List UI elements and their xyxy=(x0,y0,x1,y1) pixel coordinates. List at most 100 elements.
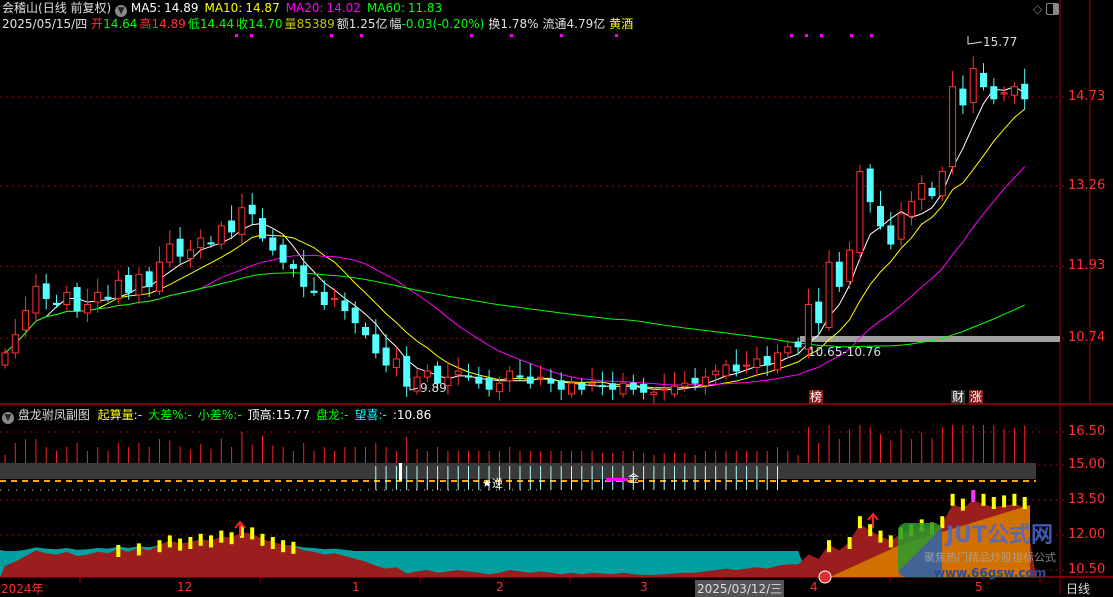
quote-date: 2025/05/15/四 xyxy=(2,17,88,31)
indicator-value: - xyxy=(137,408,143,422)
quote-line: 2025/05/15/四 开14.64 高14.89 低14.44 收14.70 量85… xyxy=(2,16,633,32)
ma-value: 14.02 xyxy=(326,1,361,15)
candle-up xyxy=(454,370,462,376)
signal-dot xyxy=(870,34,873,37)
candle-down xyxy=(835,261,843,287)
sub-signal-bar xyxy=(981,493,986,506)
open-value: 14.64 xyxy=(103,17,138,31)
candle-down xyxy=(73,287,81,312)
sub-signal-bar xyxy=(219,530,224,543)
candle-up xyxy=(392,358,400,368)
signal-dot xyxy=(615,34,618,37)
candle-up xyxy=(11,334,19,354)
candle-down xyxy=(990,86,998,100)
candle-down xyxy=(1021,83,1029,100)
up-arrow-icon xyxy=(234,520,246,536)
sub-signal-bar xyxy=(1022,497,1027,509)
candle-up xyxy=(217,225,225,245)
sub-signal-bar xyxy=(991,497,996,509)
period-selector[interactable]: 日线 xyxy=(1066,582,1091,596)
cursor-date: 2025/03/12/三 xyxy=(695,580,785,597)
sub-signal-bar xyxy=(857,516,862,529)
sub-tick: 13.50 xyxy=(1068,492,1106,507)
open-label: 开 xyxy=(91,17,104,31)
candle-down xyxy=(362,327,369,336)
sub-signal-bar xyxy=(281,540,286,553)
time-tick: 2 xyxy=(496,580,504,594)
candle-down xyxy=(526,376,534,384)
ma-label: MA20: xyxy=(285,1,324,15)
support-band xyxy=(800,336,1060,342)
sub-signal-bar xyxy=(229,532,234,545)
sub-tick: 10.50 xyxy=(1068,562,1106,577)
candle-down xyxy=(125,274,133,293)
candle-up xyxy=(619,382,627,395)
candle-down xyxy=(279,244,287,263)
candle-up xyxy=(114,279,122,299)
price-tick: 13.26 xyxy=(1068,178,1106,193)
high-value: 14.89 xyxy=(151,17,186,31)
candle-down xyxy=(320,291,328,306)
candle-down xyxy=(557,380,565,390)
signal-dot xyxy=(805,34,808,37)
tag-zhang[interactable]: 涨 xyxy=(969,390,984,404)
candle-down xyxy=(300,265,308,287)
amount-value: 额1.25亿 xyxy=(336,17,388,31)
sub-signal-bar xyxy=(971,490,976,502)
time-tick: 1 xyxy=(352,580,360,594)
candle-down xyxy=(228,220,236,233)
tag-cai[interactable]: 财 xyxy=(951,390,966,404)
price-tick: 10.74 xyxy=(1068,330,1106,345)
sub-signal-bar xyxy=(270,537,275,549)
candle-up xyxy=(846,249,854,283)
range-annotation: 10.65-10.76 xyxy=(808,345,882,359)
sub-signal-bar xyxy=(1012,493,1017,506)
candle-up xyxy=(660,388,668,391)
candle-down xyxy=(351,307,359,324)
candle-down xyxy=(598,385,606,388)
candle-down xyxy=(341,300,349,312)
sub-area-red xyxy=(0,500,1036,577)
sub-tick: 16.50 xyxy=(1068,424,1106,439)
candle-up xyxy=(413,376,421,392)
candle-down xyxy=(259,218,266,239)
sub-signal-bar xyxy=(950,493,955,506)
candle-down xyxy=(763,356,771,366)
candle-down xyxy=(269,237,277,251)
candle-up xyxy=(588,382,596,385)
indicator-label: : xyxy=(392,408,397,422)
diamond-icon[interactable]: ◇ xyxy=(1033,2,1043,16)
candle-down xyxy=(794,341,802,348)
close-label: 收 xyxy=(236,17,249,31)
sub-signal-bar xyxy=(136,543,141,556)
panel-toggle-icon[interactable] xyxy=(1046,3,1059,15)
candle-up xyxy=(32,285,40,314)
sub-signal-bar xyxy=(239,525,244,538)
period-label: (日线 前复权) xyxy=(38,1,112,15)
candle-down xyxy=(640,383,648,393)
candle-down xyxy=(887,225,895,245)
candle-down xyxy=(53,302,60,306)
candle-down xyxy=(815,301,823,324)
stock-name: 会稽山 xyxy=(2,1,39,15)
ma-label: MA5: xyxy=(130,1,162,15)
sub-indicator-item: 望喜:- xyxy=(354,408,386,422)
ma-legend: MA5: 14.89 MA10: 14.87 MA20: 14.02 MA60: 11.83 xyxy=(131,1,448,15)
candle-up xyxy=(784,346,792,354)
time-tick: 5 xyxy=(975,580,983,594)
candle-up xyxy=(753,358,761,368)
sector-link[interactable]: 黄酒 xyxy=(609,17,634,31)
candle-up xyxy=(135,273,143,296)
close-value: 14.70 xyxy=(248,17,283,31)
sub-signal-bar xyxy=(888,535,893,548)
chevron-down-icon[interactable]: ▼ xyxy=(115,5,128,17)
candle-up xyxy=(1010,86,1018,96)
tag-bang[interactable]: 榜 xyxy=(809,390,824,404)
candle-up xyxy=(918,183,926,200)
indicator-label: 起算量: xyxy=(97,408,138,422)
vol-label: 量 xyxy=(284,17,297,31)
candle-up xyxy=(712,370,720,376)
chevron-down-icon[interactable]: ▼ xyxy=(2,412,14,424)
candle-down xyxy=(578,382,586,390)
